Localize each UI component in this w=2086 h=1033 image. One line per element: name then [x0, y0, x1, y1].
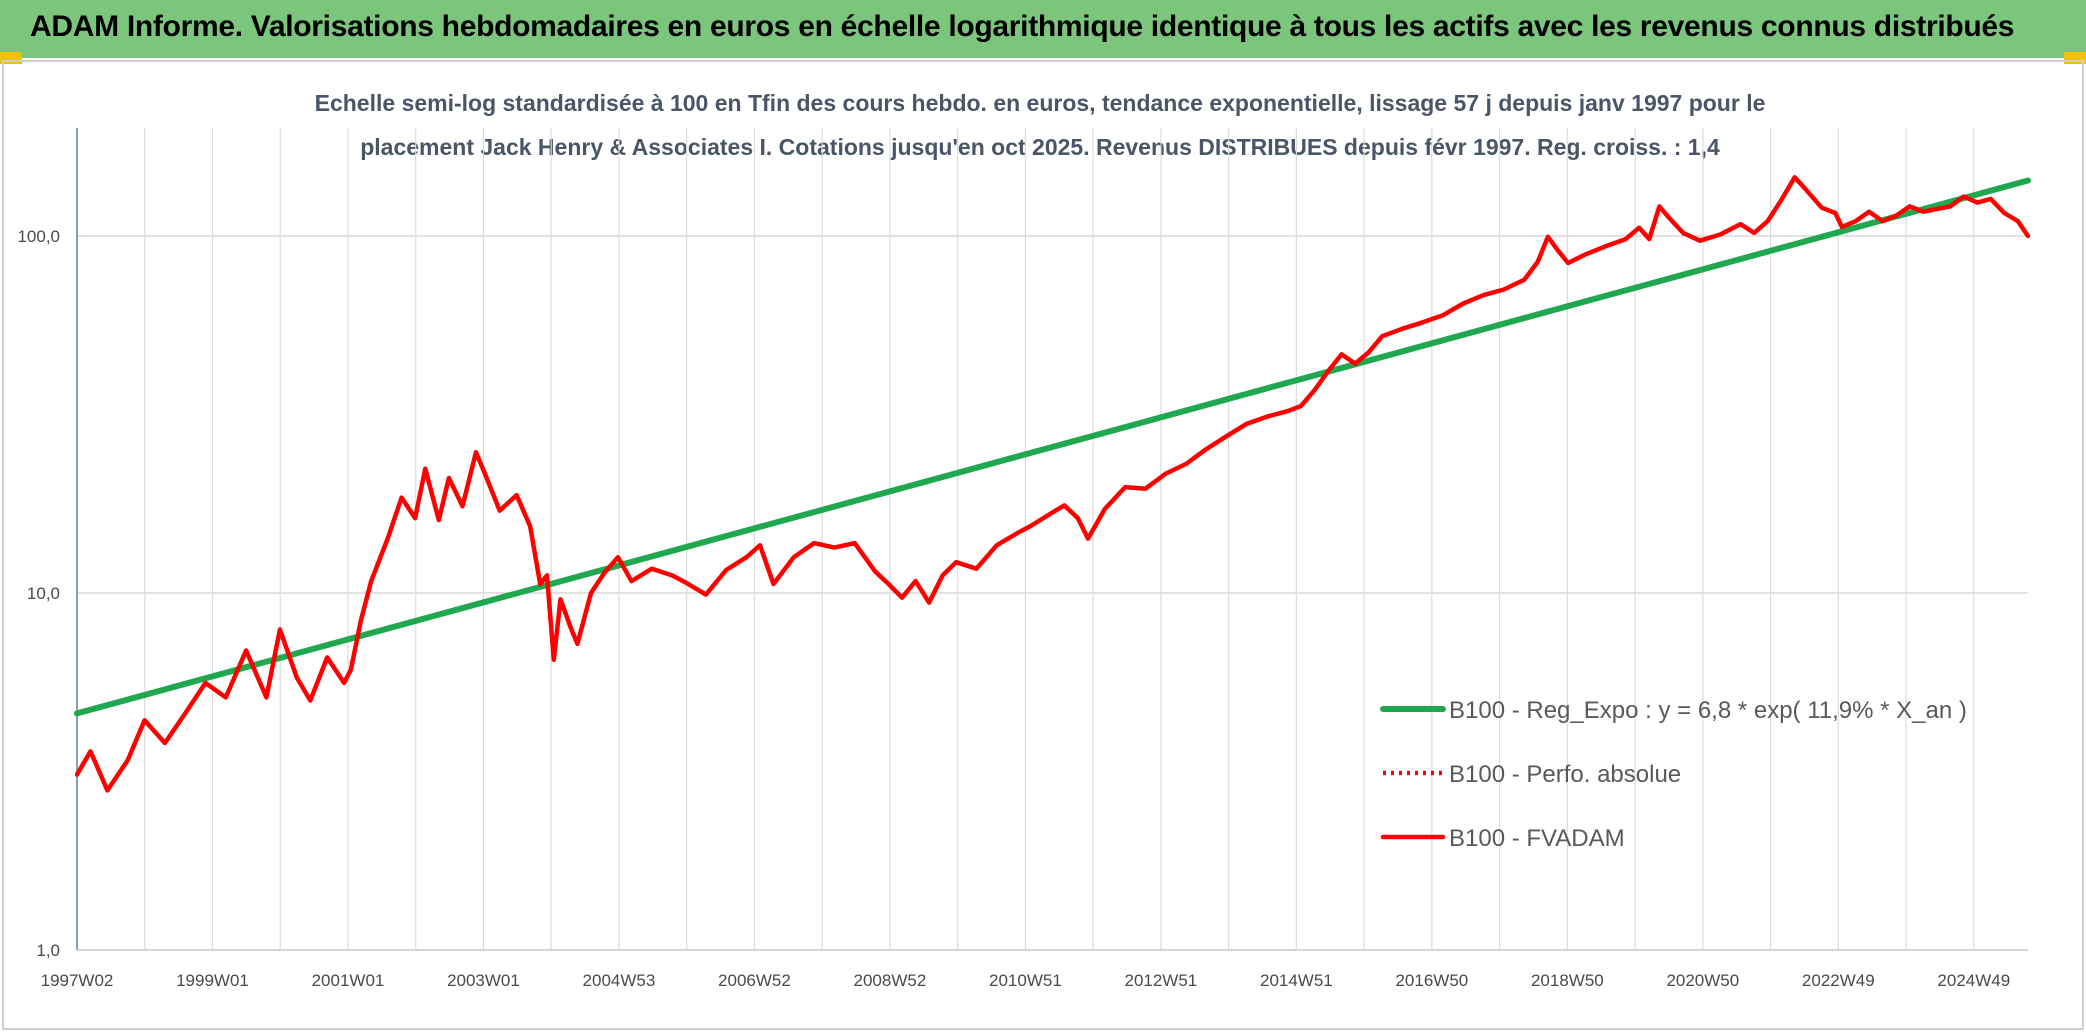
title-banner: ADAM Informe. Valorisations hebdomadaire…	[0, 0, 2086, 58]
x-tick-label: 2006W52	[718, 971, 791, 990]
x-tick-label: 2004W53	[583, 971, 656, 990]
series-layer	[74, 175, 2031, 793]
legend-label: B100 - FVADAM	[1449, 825, 1625, 852]
grid-layer	[76, 128, 2028, 950]
x-tick-label: 2010W51	[989, 971, 1062, 990]
x-tick-label: 2020W50	[1666, 971, 1739, 990]
legend: B100 - Reg_Expo : y = 6,8 * exp( 11,9% *…	[1380, 697, 1967, 852]
y-tick-label: 10,0	[27, 584, 60, 603]
trend-line	[74, 177, 2031, 717]
x-tick-label: 1997W02	[41, 971, 114, 990]
y-tick-label: 100,0	[17, 227, 60, 246]
x-tick-label: 2016W50	[1395, 971, 1468, 990]
chart-frame	[2, 60, 2084, 1030]
chart-subtitle-line-2: placement Jack Henry & Associates I. Cot…	[360, 134, 1720, 160]
x-tick-label: 1999W01	[176, 971, 249, 990]
x-tick-label: 2024W49	[1937, 971, 2010, 990]
x-tick-label: 2008W52	[854, 971, 927, 990]
chart-subtitle-line-1: Echelle semi-log standardisée à 100 en T…	[314, 90, 1766, 116]
y-tick-label: 1,0	[36, 941, 60, 960]
x-tick-label: 2018W50	[1531, 971, 1604, 990]
fvadam-line	[74, 175, 2031, 793]
x-tick-label: 2001W01	[312, 971, 385, 990]
x-tick-label: 2003W01	[447, 971, 520, 990]
legend-label: B100 - Reg_Expo : y = 6,8 * exp( 11,9% *…	[1449, 697, 1967, 724]
x-tick-label: 2022W49	[1802, 971, 1875, 990]
x-tick-label: 2012W51	[1124, 971, 1197, 990]
legend-label: B100 - Perfo. absolue	[1449, 761, 1681, 788]
report-title: ADAM Informe. Valorisations hebdomadaire…	[30, 10, 2015, 43]
axis-layer: 1,0 10,0 100,0 1997W02 1999W01 2001W01 2003W01…	[17, 128, 2028, 990]
x-tick-label: 2014W51	[1260, 971, 1333, 990]
